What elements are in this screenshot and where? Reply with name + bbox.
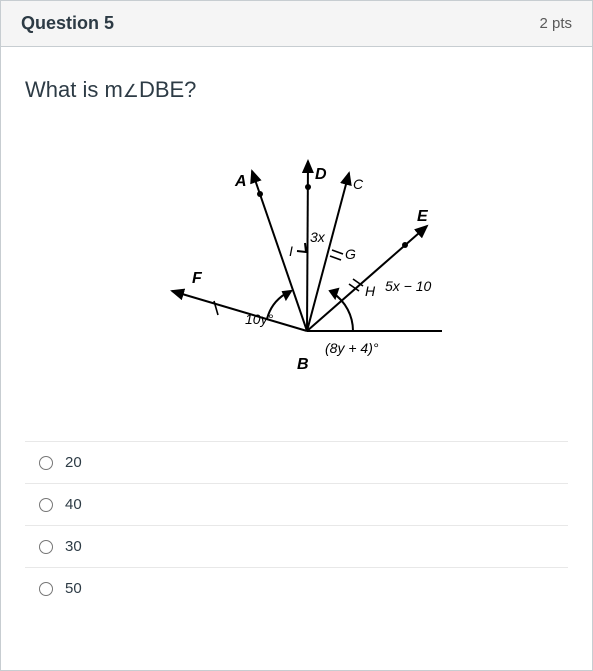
option-radio[interactable] [39,456,53,470]
label-E: E [417,208,429,225]
label-G: G [345,246,356,262]
option-radio[interactable] [39,582,53,596]
angle-abd: 3x [310,229,326,245]
option-label: 30 [65,538,82,555]
question-points: 2 pts [539,15,572,32]
option-label: 20 [65,454,82,471]
angle-hbline: (8y + 4)° [325,340,379,356]
angle-symbol: ∠ [123,81,139,101]
option-label: 40 [65,496,82,513]
label-A: A [234,173,247,190]
angle-ebh: 5x − 10 [385,278,432,294]
option-radio[interactable] [39,540,53,554]
question-body: What is m∠DBE? F A [1,47,592,619]
angle-diagram: F A D C E [117,131,477,376]
answer-options: 20 40 30 50 [25,441,568,609]
question-header: Question 5 2 pts [1,1,592,47]
label-I: I [289,243,293,259]
question-number: Question 5 [21,13,114,34]
option-row[interactable]: 40 [25,484,568,526]
label-F: F [192,270,203,287]
label-H: H [365,283,376,299]
prompt-suffix: DBE? [139,77,196,102]
label-B: B [297,356,309,373]
option-row[interactable]: 20 [25,442,568,484]
label-D: D [315,166,327,183]
option-radio[interactable] [39,498,53,512]
option-row[interactable]: 30 [25,526,568,568]
option-row[interactable]: 50 [25,568,568,609]
question-card: Question 5 2 pts What is m∠DBE? F [0,0,593,671]
prompt-prefix: What is m [25,77,123,102]
diagram-container: F A D C E [25,131,568,381]
label-C: C [353,176,364,192]
question-prompt: What is m∠DBE? [25,77,568,103]
option-label: 50 [65,580,82,597]
angle-fba: 10y° [245,311,274,327]
